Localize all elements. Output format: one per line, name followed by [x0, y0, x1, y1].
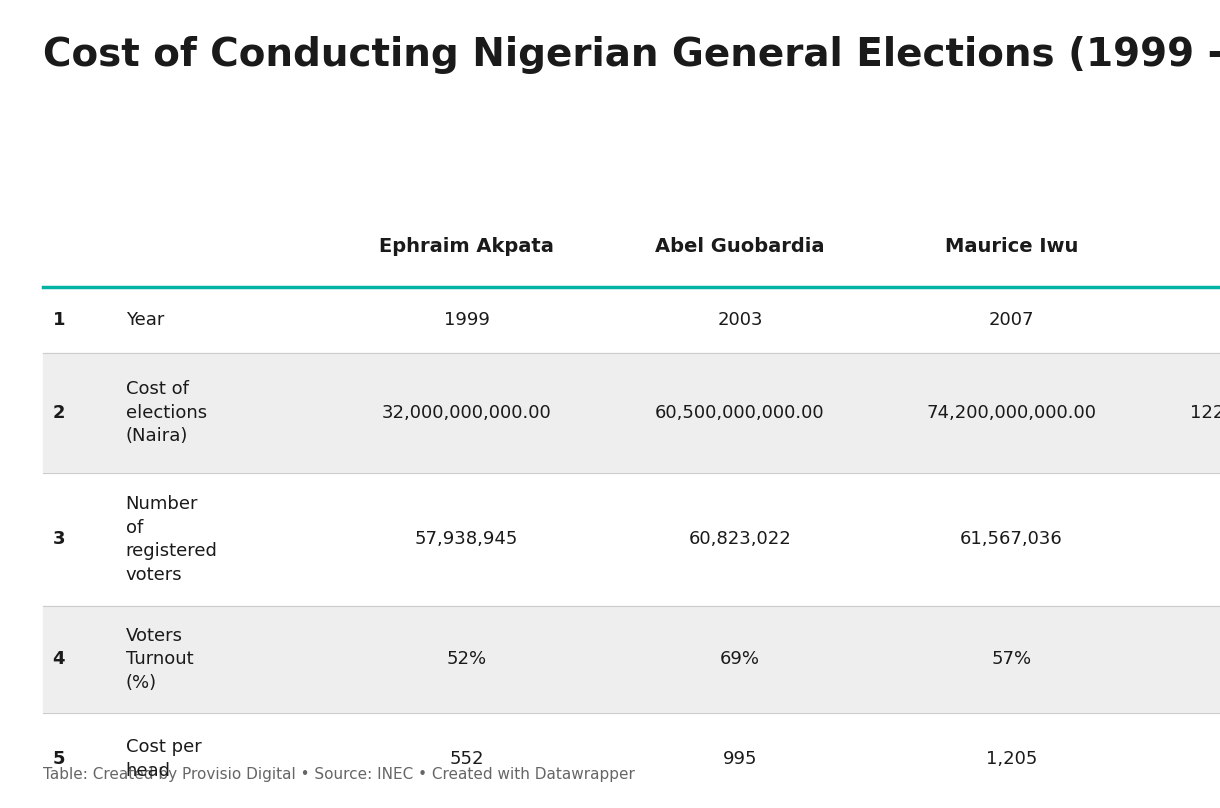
Text: 57%: 57%: [992, 650, 1031, 668]
Text: 60,823,022: 60,823,022: [688, 530, 792, 549]
Text: Year: Year: [126, 311, 163, 329]
Text: 3: 3: [52, 530, 65, 549]
Text: 60,500,000,000.00: 60,500,000,000.00: [655, 404, 825, 422]
Text: 122: 122: [1190, 404, 1220, 422]
Text: 52%: 52%: [447, 650, 487, 668]
Text: Table: Created by Provisio Digital • Source: INEC • Created with Datawrapper: Table: Created by Provisio Digital • Sou…: [43, 767, 634, 782]
Text: 995: 995: [722, 750, 758, 768]
Text: 2003: 2003: [717, 311, 762, 329]
Text: 57,938,945: 57,938,945: [415, 530, 518, 549]
Text: 32,000,000,000.00: 32,000,000,000.00: [382, 404, 551, 422]
Text: 74,200,000,000.00: 74,200,000,000.00: [926, 404, 1097, 422]
Text: Abel Guobardia: Abel Guobardia: [655, 237, 825, 256]
Text: Cost of Conducting Nigerian General Elections (1999 - 2023): Cost of Conducting Nigerian General Elec…: [43, 36, 1220, 74]
Text: Maurice Iwu: Maurice Iwu: [944, 237, 1078, 256]
Text: Voters
Turnout
(%): Voters Turnout (%): [126, 627, 193, 692]
Text: 2007: 2007: [988, 311, 1035, 329]
Text: 1999: 1999: [444, 311, 489, 329]
Text: 61,567,036: 61,567,036: [960, 530, 1063, 549]
Text: 1,205: 1,205: [986, 750, 1037, 768]
Text: Number
of
registered
voters: Number of registered voters: [126, 495, 217, 583]
Text: 1: 1: [52, 311, 65, 329]
Text: 69%: 69%: [720, 650, 760, 668]
Text: 5: 5: [52, 750, 65, 768]
Text: Ephraim Akpata: Ephraim Akpata: [379, 237, 554, 256]
Text: 552: 552: [449, 750, 484, 768]
Text: Cost of
elections
(Naira): Cost of elections (Naira): [126, 381, 206, 445]
Text: 4: 4: [52, 650, 65, 668]
Text: 2: 2: [52, 404, 65, 422]
Text: Cost per
head: Cost per head: [126, 739, 201, 780]
